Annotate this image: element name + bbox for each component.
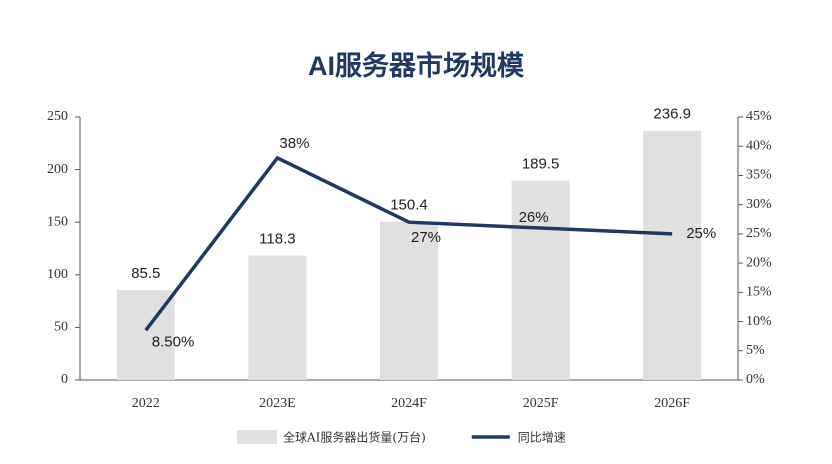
bar-value-label: 236.9 xyxy=(653,106,691,123)
x-tick-label: 2022 xyxy=(132,396,160,411)
y2-tick-label: 30% xyxy=(746,197,772,212)
bar-value-label: 150.4 xyxy=(390,197,428,214)
x-tick-label: 2023E xyxy=(259,396,296,411)
bar-value-label: 189.5 xyxy=(522,156,560,173)
y2-tick-label: 20% xyxy=(746,255,772,270)
y-tick-label: 150 xyxy=(47,214,68,229)
bar xyxy=(380,221,438,380)
chart-title: AI服务器市场规模 xyxy=(308,50,524,81)
y2-tick-label: 5% xyxy=(746,343,765,358)
y-tick-label: 200 xyxy=(47,162,68,177)
x-tick-label: 2024F xyxy=(391,396,427,411)
line-value-label: 8.50% xyxy=(152,333,195,350)
bar xyxy=(248,255,307,380)
y-tick-label: 0 xyxy=(61,372,68,387)
line-value-label: 27% xyxy=(411,229,441,246)
y2-tick-label: 10% xyxy=(746,314,772,329)
bar xyxy=(511,180,570,380)
y2-tick-label: 15% xyxy=(746,285,772,300)
line-value-label: 26% xyxy=(519,209,549,226)
y-tick-label: 250 xyxy=(47,109,68,124)
legend-label: 全球AI服务器出货量(万台) xyxy=(283,430,426,445)
y-tick-label: 50 xyxy=(54,320,68,335)
y2-tick-label: 40% xyxy=(746,138,772,153)
line-value-label: 38% xyxy=(279,135,309,152)
x-tick-label: 2026F xyxy=(654,396,690,411)
legend-label: 同比增速 xyxy=(518,431,566,445)
legend-swatch xyxy=(237,430,277,444)
y2-tick-label: 35% xyxy=(746,168,772,183)
line xyxy=(144,155,673,332)
y2-tick-label: 25% xyxy=(746,226,772,241)
y2-tick-label: 45% xyxy=(746,109,772,124)
bar xyxy=(643,130,702,380)
y-tick-label: 100 xyxy=(47,267,68,282)
y2-tick-label: 0% xyxy=(746,372,765,387)
bar-value-label: 118.3 xyxy=(259,231,295,248)
x-tick-label: 2025F xyxy=(523,396,559,411)
bar-value-label: 85.5 xyxy=(131,265,160,282)
line-value-label: 25% xyxy=(686,225,716,242)
